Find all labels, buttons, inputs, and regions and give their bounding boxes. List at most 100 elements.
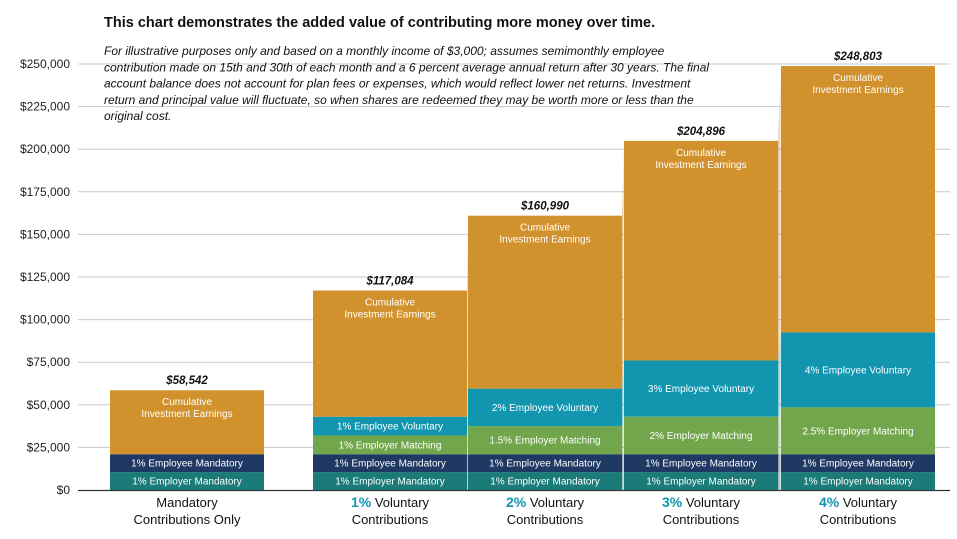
segment-label: 2% Employer Matching <box>650 431 753 442</box>
y-tick-label: $225,000 <box>20 100 70 114</box>
bars-layer <box>110 66 935 490</box>
bar-segment <box>468 388 622 427</box>
connector-ribbon <box>778 66 781 361</box>
subtitle-line: return and principal value will fluctuat… <box>104 93 694 107</box>
bar-segment <box>110 472 264 490</box>
connector-ribbon <box>467 472 468 490</box>
bar-segment <box>468 426 622 455</box>
bar-total-label: $204,896 <box>676 126 726 138</box>
segment-label: 1% Employer Mandatory <box>646 477 756 488</box>
subtitle-line: account balance does not account for pla… <box>104 77 691 91</box>
connector-ribbon <box>778 332 781 417</box>
segment-label: 2% Employee Voluntary <box>492 403 598 414</box>
x-category-label: 3% Voluntary <box>662 494 741 510</box>
x-category-label: 2% Voluntary <box>506 494 585 510</box>
x-category-label-line2: Contributions <box>352 512 429 527</box>
bar-segment <box>313 290 467 417</box>
y-tick-label: $50,000 <box>27 398 71 412</box>
bar-segment <box>110 454 264 473</box>
segment-label: 1% Employer Mandatory <box>132 477 242 488</box>
x-category-label-line2: Contributions <box>507 512 584 527</box>
bar-segment <box>313 416 467 436</box>
x-category-label-line2: Contributions <box>820 512 897 527</box>
x-category-label: 4% Voluntary <box>819 494 898 510</box>
y-tick-label: $175,000 <box>20 185 70 199</box>
y-tick-label: $200,000 <box>20 142 70 156</box>
segment-label: 1% Employee Mandatory <box>645 459 757 470</box>
x-category-label-line2: Contributions <box>663 512 740 527</box>
segment-label: 1% Employee Mandatory <box>802 459 914 470</box>
connector-ribbon <box>467 388 468 436</box>
y-tick-label: $25,000 <box>27 440 71 454</box>
x-category-label-line2: Contributions Only <box>134 512 241 527</box>
segment-label: 1% Employer Mandatory <box>490 477 600 488</box>
bar-segment <box>313 435 467 455</box>
connector-ribbon <box>467 426 468 455</box>
connector-ribbon <box>778 472 781 490</box>
bar-segment <box>781 407 935 455</box>
x-category-label: 1% Voluntary <box>351 494 430 510</box>
connector-ribbons <box>467 66 781 490</box>
connector-ribbon <box>622 360 624 427</box>
segment-label: 1% Employee Mandatory <box>489 459 601 470</box>
bar-segment <box>110 390 264 455</box>
y-tick-label: $150,000 <box>20 227 70 241</box>
subtitle-line: For illustrative purposes only and based… <box>104 44 665 58</box>
x-category-label: Mandatory <box>156 495 218 510</box>
bar-total-label: $117,084 <box>365 275 414 287</box>
segment-label: 1% Employee Mandatory <box>131 459 243 470</box>
bar-segment <box>624 416 778 455</box>
y-tick-label: $100,000 <box>20 313 70 327</box>
y-tick-label: $250,000 <box>20 57 70 71</box>
segment-label: Cumulative <box>833 73 883 84</box>
bar-segment <box>468 215 622 389</box>
labels-layer: $0 $25,000 $50,000 $75,000 $100,000 $125,000 $… <box>20 51 914 527</box>
connector-ribbon <box>467 215 468 417</box>
bar-segment <box>468 454 622 473</box>
connector-ribbon <box>467 454 468 473</box>
y-tick-label: $75,000 <box>27 355 71 369</box>
segment-label: 3% Employee Voluntary <box>648 384 754 395</box>
subtitle-line: original cost. <box>104 109 171 123</box>
segment-label: 1% Employer Mandatory <box>335 477 445 488</box>
y-tick-label: $125,000 <box>20 270 70 284</box>
bar-total-label: $248,803 <box>833 51 883 63</box>
bar-segment <box>313 454 467 473</box>
segment-label: Investment Earnings <box>655 160 746 171</box>
bar-total-label: $160,990 <box>520 201 570 213</box>
segment-label: Investment Earnings <box>812 85 903 96</box>
bar-segment <box>624 140 778 361</box>
segment-label: 1% Employer Matching <box>339 440 442 451</box>
chart-subtitle: For illustrative purposes only and based… <box>104 44 709 123</box>
segment-label: 1.5% Employer Matching <box>489 436 600 447</box>
segment-label: Cumulative <box>520 223 570 234</box>
bar-segment <box>624 454 778 473</box>
bar-segment <box>468 472 622 490</box>
bar-segment <box>624 360 778 417</box>
segment-label: 1% Employer Mandatory <box>803 477 913 488</box>
connector-ribbon <box>622 416 624 455</box>
connector-ribbon <box>622 140 624 389</box>
bar-segment <box>624 472 778 490</box>
segment-label: Cumulative <box>676 148 726 159</box>
segment-label: Cumulative <box>162 397 212 408</box>
y-tick-label: $0 <box>57 483 71 497</box>
subtitle-line: contribution made on 15th and 30th of ea… <box>104 60 709 74</box>
connector-ribbon <box>622 472 624 490</box>
segment-label: 1% Employee Voluntary <box>337 422 443 433</box>
connector-ribbon <box>778 407 781 455</box>
bar-segment <box>781 66 935 333</box>
bar-segment <box>781 472 935 490</box>
connector-ribbon <box>778 454 781 473</box>
segment-label: Cumulative <box>365 297 415 308</box>
bar-segment <box>781 454 935 473</box>
bar-total-label: $58,542 <box>165 375 208 387</box>
segment-label: Investment Earnings <box>499 235 590 246</box>
chart-title: This chart demonstrates the added value … <box>104 15 655 31</box>
segment-label: Investment Earnings <box>344 309 435 320</box>
connector-ribbon <box>622 454 624 473</box>
segment-label: Investment Earnings <box>141 409 232 420</box>
segment-label: 1% Employee Mandatory <box>334 459 446 470</box>
segment-label: 2.5% Employer Matching <box>802 426 913 437</box>
